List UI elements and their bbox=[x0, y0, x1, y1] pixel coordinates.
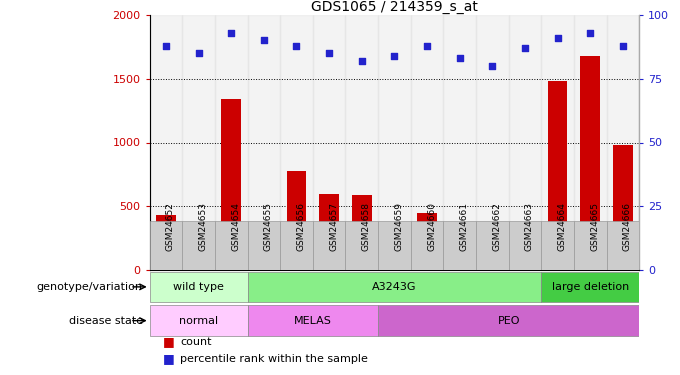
Point bbox=[258, 38, 269, 44]
Text: percentile rank within the sample: percentile rank within the sample bbox=[180, 354, 368, 364]
Text: GSM24656: GSM24656 bbox=[296, 202, 305, 250]
Text: GSM24665: GSM24665 bbox=[590, 202, 599, 250]
Bar bbox=[548, 81, 567, 270]
Bar bbox=[385, 246, 404, 270]
Text: GSM24658: GSM24658 bbox=[362, 202, 371, 250]
Point bbox=[389, 53, 400, 59]
Text: GSM24654: GSM24654 bbox=[231, 202, 240, 250]
Bar bbox=[345, 15, 378, 270]
Bar bbox=[476, 221, 509, 270]
Text: PEO: PEO bbox=[497, 316, 520, 326]
Bar bbox=[411, 221, 443, 270]
Bar bbox=[156, 215, 175, 270]
Bar bbox=[215, 221, 248, 270]
Bar bbox=[280, 221, 313, 270]
Bar bbox=[222, 99, 241, 270]
Bar bbox=[509, 221, 541, 270]
Bar bbox=[248, 221, 280, 270]
Text: genotype/variation: genotype/variation bbox=[37, 282, 143, 292]
Bar bbox=[254, 224, 273, 270]
Bar bbox=[182, 221, 215, 270]
Bar bbox=[215, 15, 248, 270]
Title: GDS1065 / 214359_s_at: GDS1065 / 214359_s_at bbox=[311, 0, 478, 14]
Bar bbox=[607, 221, 639, 270]
Point bbox=[585, 30, 596, 36]
Text: disease state: disease state bbox=[69, 316, 143, 326]
Text: GSM24652: GSM24652 bbox=[166, 202, 175, 250]
Text: A3243G: A3243G bbox=[372, 282, 417, 292]
Bar bbox=[581, 56, 600, 270]
Text: MELAS: MELAS bbox=[294, 316, 332, 326]
Point bbox=[552, 35, 563, 41]
Bar bbox=[248, 15, 280, 270]
Bar bbox=[150, 305, 248, 336]
Bar bbox=[287, 171, 306, 270]
Bar bbox=[280, 15, 313, 270]
Bar bbox=[248, 272, 541, 302]
Text: GSM24653: GSM24653 bbox=[199, 202, 207, 250]
Bar bbox=[541, 15, 574, 270]
Point bbox=[617, 43, 628, 49]
Bar bbox=[378, 15, 411, 270]
Bar bbox=[574, 221, 607, 270]
Bar bbox=[150, 15, 182, 270]
Text: large deletion: large deletion bbox=[551, 282, 629, 292]
Bar bbox=[509, 15, 541, 270]
Bar bbox=[378, 305, 639, 336]
Text: GSM24660: GSM24660 bbox=[427, 202, 436, 250]
Bar bbox=[613, 145, 632, 270]
Text: GSM24659: GSM24659 bbox=[394, 202, 403, 250]
Bar bbox=[515, 225, 534, 270]
Bar bbox=[189, 229, 208, 270]
Text: ■: ■ bbox=[163, 352, 175, 365]
Text: GSM24657: GSM24657 bbox=[329, 202, 338, 250]
Text: normal: normal bbox=[179, 316, 218, 326]
Bar bbox=[248, 305, 378, 336]
Bar bbox=[313, 15, 345, 270]
Point bbox=[193, 50, 204, 56]
Text: GSM24655: GSM24655 bbox=[264, 202, 273, 250]
Text: GSM24664: GSM24664 bbox=[558, 202, 566, 250]
Text: GSM24662: GSM24662 bbox=[492, 202, 501, 250]
Text: count: count bbox=[180, 337, 211, 347]
Bar bbox=[150, 221, 182, 270]
Bar bbox=[443, 15, 476, 270]
Text: ■: ■ bbox=[163, 335, 175, 348]
Bar bbox=[320, 194, 339, 270]
Point bbox=[454, 56, 465, 62]
Bar bbox=[182, 15, 215, 270]
Point bbox=[487, 63, 498, 69]
Bar bbox=[541, 221, 574, 270]
Text: GSM24666: GSM24666 bbox=[623, 202, 632, 250]
Bar bbox=[476, 15, 509, 270]
Bar bbox=[345, 221, 378, 270]
Point bbox=[324, 50, 335, 56]
Bar bbox=[443, 221, 476, 270]
Point bbox=[520, 45, 530, 51]
Bar bbox=[411, 15, 443, 270]
Text: GSM24661: GSM24661 bbox=[460, 202, 469, 250]
Bar bbox=[574, 15, 607, 270]
Bar bbox=[418, 213, 437, 270]
Text: GSM24663: GSM24663 bbox=[525, 202, 534, 250]
Bar bbox=[313, 221, 345, 270]
Bar bbox=[378, 221, 411, 270]
Bar bbox=[541, 272, 639, 302]
Bar bbox=[352, 195, 371, 270]
Point bbox=[422, 43, 432, 49]
Point bbox=[356, 58, 367, 64]
Bar bbox=[607, 15, 639, 270]
Point bbox=[226, 30, 237, 36]
Text: wild type: wild type bbox=[173, 282, 224, 292]
Bar bbox=[150, 272, 248, 302]
Bar bbox=[483, 254, 502, 270]
Point bbox=[160, 43, 171, 49]
Point bbox=[291, 43, 302, 49]
Bar bbox=[450, 250, 469, 270]
